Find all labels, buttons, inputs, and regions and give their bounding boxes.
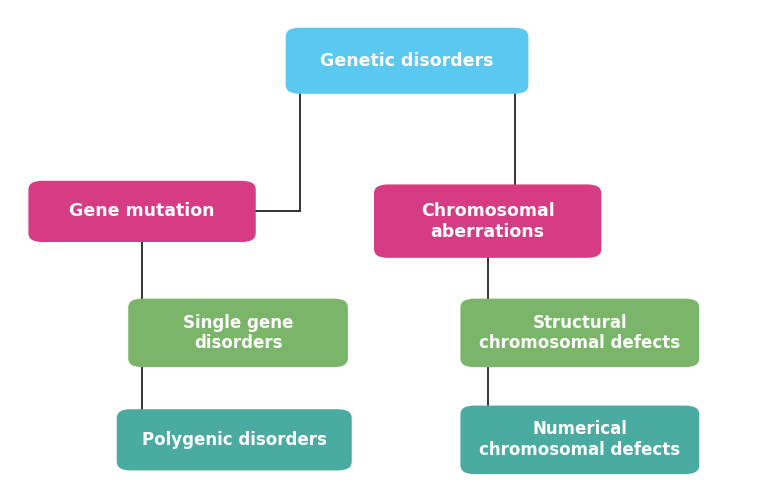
Text: Genetic disorders: Genetic disorders <box>320 52 494 70</box>
Text: Numerical
chromosomal defects: Numerical chromosomal defects <box>479 420 680 459</box>
FancyBboxPatch shape <box>374 184 601 258</box>
FancyBboxPatch shape <box>28 181 256 242</box>
Text: Chromosomal
aberrations: Chromosomal aberrations <box>421 202 554 241</box>
FancyBboxPatch shape <box>460 405 699 474</box>
Text: Polygenic disorders: Polygenic disorders <box>142 431 326 449</box>
FancyBboxPatch shape <box>117 409 352 470</box>
FancyBboxPatch shape <box>286 28 528 94</box>
Text: Gene mutation: Gene mutation <box>69 202 215 221</box>
FancyBboxPatch shape <box>460 298 699 367</box>
Text: Structural
chromosomal defects: Structural chromosomal defects <box>479 313 680 352</box>
Text: Single gene
disorders: Single gene disorders <box>183 313 293 352</box>
FancyBboxPatch shape <box>128 298 348 367</box>
